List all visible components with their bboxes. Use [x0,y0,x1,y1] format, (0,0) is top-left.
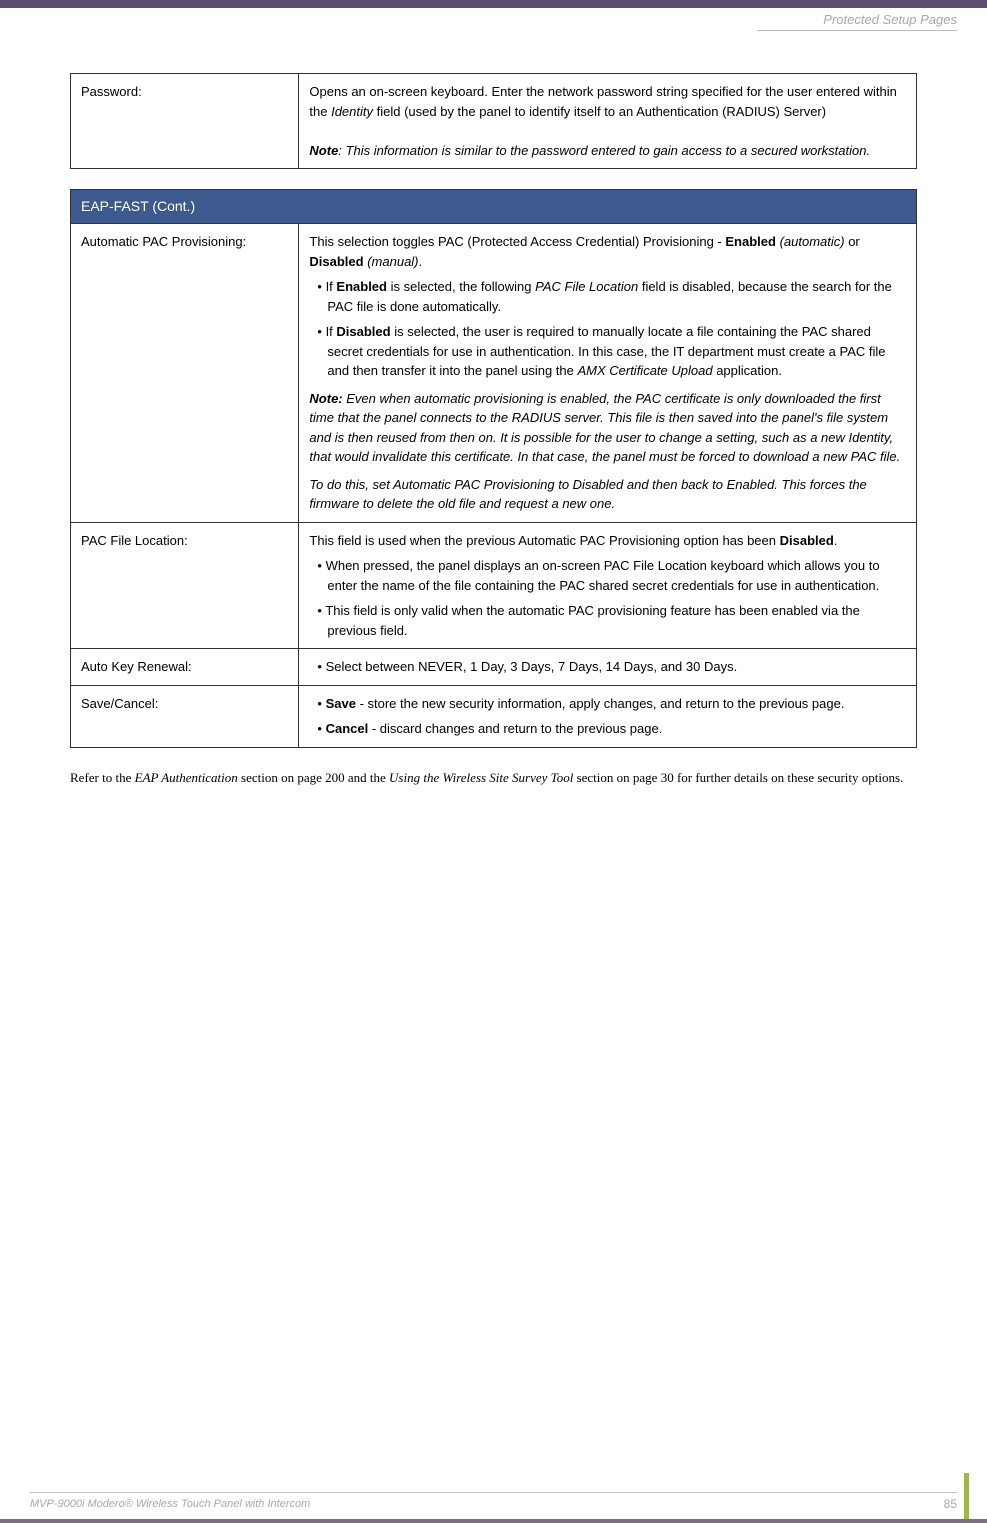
row-label: Password: [71,74,299,169]
footer-line [30,1492,957,1493]
page-footer: MVP-9000i Modero® Wireless Touch Panel w… [0,1492,987,1511]
footer-left-text: MVP-9000i Modero® Wireless Touch Panel w… [30,1498,310,1510]
row-label: Auto Key Renewal: [71,649,299,686]
row-label: Automatic PAC Provisioning: [71,224,299,523]
bottom-accent-bar [0,1519,987,1523]
eap-fast-table: EAP-FAST (Cont.) Automatic PAC Provision… [70,189,917,748]
page-header: Protected Setup Pages [0,8,987,38]
row-content: • Save - store the new security informat… [299,685,917,747]
row-content: Opens an on-screen keyboard. Enter the n… [299,74,917,169]
table-row: Password: Opens an on-screen keyboard. E… [71,74,917,169]
table-row: PAC File Location: This field is used wh… [71,522,917,649]
table-header-row: EAP-FAST (Cont.) [71,190,917,224]
main-content: Password: Opens an on-screen keyboard. E… [0,38,987,787]
row-content: This field is used when the previous Aut… [299,522,917,649]
table-row: Automatic PAC Provisioning: This selecti… [71,224,917,523]
table-row: Auto Key Renewal: • Select between NEVER… [71,649,917,686]
top-accent-bar [0,0,987,8]
footer-content: MVP-9000i Modero® Wireless Touch Panel w… [30,1497,957,1511]
row-label: PAC File Location: [71,522,299,649]
row-content: This selection toggles PAC (Protected Ac… [299,224,917,523]
header-underline [757,30,957,31]
row-content: • Select between NEVER, 1 Day, 3 Days, 7… [299,649,917,686]
page-number: 85 [944,1497,957,1511]
section-title: Protected Setup Pages [823,12,957,27]
table-header: EAP-FAST (Cont.) [71,190,917,224]
row-label: Save/Cancel: [71,685,299,747]
password-table: Password: Opens an on-screen keyboard. E… [70,73,917,169]
table-row: Save/Cancel: • Save - store the new secu… [71,685,917,747]
side-accent [964,1473,969,1523]
footer-paragraph: Refer to the EAP Authentication section … [70,768,917,788]
